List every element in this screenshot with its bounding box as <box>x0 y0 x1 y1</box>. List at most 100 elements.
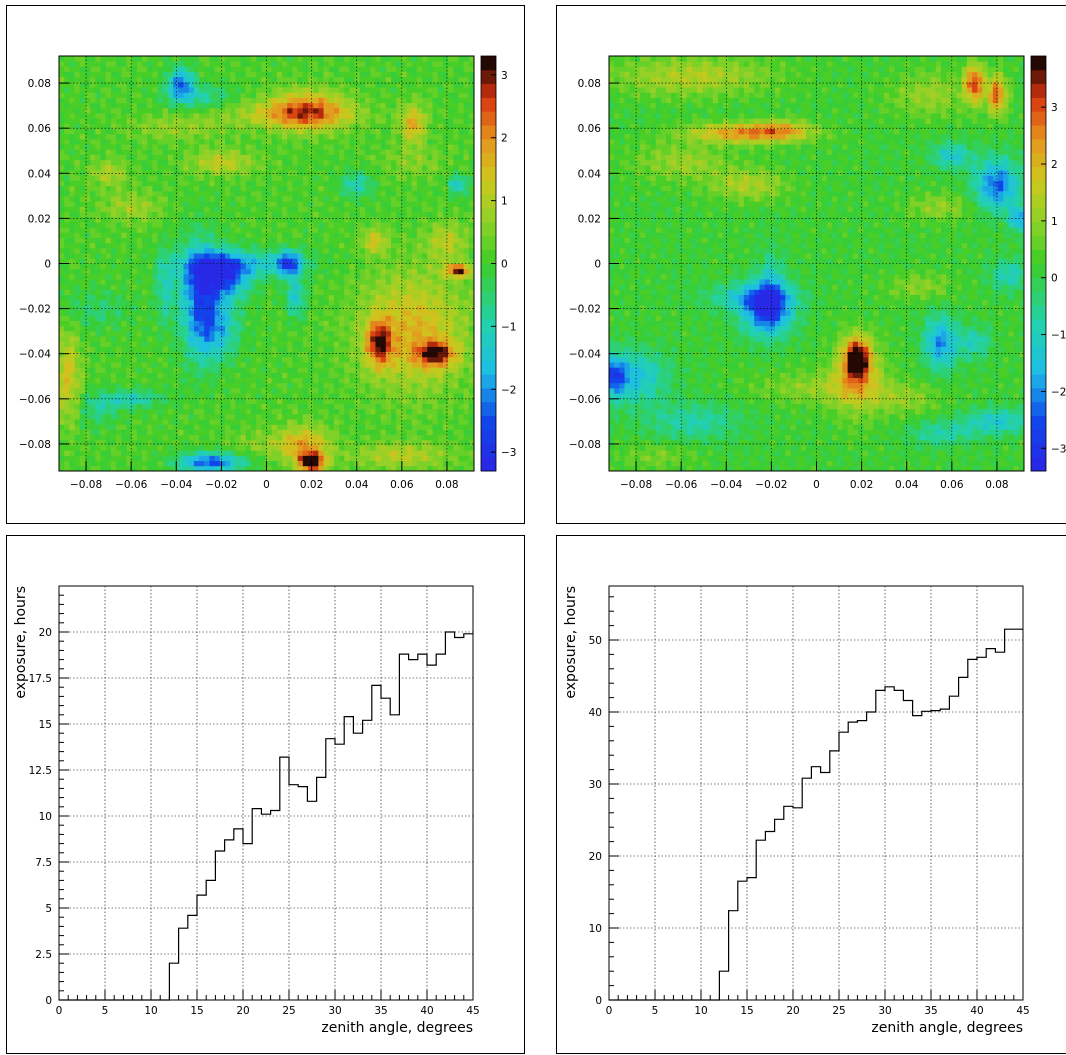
heatmap-cell <box>193 149 200 155</box>
heatmap-cell <box>250 253 257 259</box>
heatmap-cell <box>250 159 257 166</box>
heatmap-cell <box>214 258 221 264</box>
heatmap-cell <box>287 118 293 124</box>
heatmap-cell <box>250 305 257 311</box>
heatmap-cell <box>225 71 231 78</box>
heatmap-cell <box>199 413 205 420</box>
heatmap-cell <box>365 253 371 259</box>
heatmap-cell <box>365 413 371 420</box>
heatmap-cell <box>95 76 101 83</box>
heatmap-cell <box>328 196 335 202</box>
heatmap-cell <box>271 372 278 379</box>
heatmap-cell <box>131 175 138 181</box>
heatmap-cell <box>204 107 210 114</box>
heatmap-cell <box>313 222 319 228</box>
heatmap-cell <box>287 232 293 238</box>
heatmap-cell <box>261 325 267 332</box>
heatmap-cell <box>121 388 127 394</box>
heatmap-cell <box>188 190 195 197</box>
heatmap-cell <box>333 216 340 223</box>
heatmap-cell <box>64 279 70 285</box>
heatmap-cell <box>323 351 330 358</box>
heatmap-cell <box>230 372 236 379</box>
heatmap-cell <box>339 388 345 394</box>
heatmap-cell <box>354 81 361 88</box>
heatmap-cell <box>162 315 169 321</box>
heatmap-cell <box>235 377 241 384</box>
heatmap-cell <box>214 81 221 88</box>
heatmap-cell <box>308 180 314 187</box>
heatmap-cell <box>59 403 65 410</box>
heatmap-cell <box>354 185 361 192</box>
heatmap-cell <box>328 258 335 264</box>
heatmap-cell <box>209 170 216 176</box>
heatmap-cell <box>136 149 143 155</box>
heatmap-cell <box>209 76 216 83</box>
heatmap-cell <box>370 413 376 420</box>
heatmap-cell <box>261 118 267 124</box>
heatmap-cell <box>178 424 184 430</box>
heatmap-cell <box>199 237 205 244</box>
heatmap-cell <box>308 242 314 249</box>
heatmap-cell <box>121 144 127 150</box>
heatmap-cell <box>214 66 221 72</box>
heatmap-cell <box>313 247 319 254</box>
heatmap-cell <box>365 87 371 93</box>
heatmap-cell <box>344 159 350 166</box>
heatmap-cell <box>375 232 382 238</box>
heatmap-cell <box>297 382 304 389</box>
heatmap-cell <box>333 87 340 93</box>
heatmap-cell <box>105 408 112 415</box>
heatmap-cell <box>199 164 205 171</box>
heatmap-cell <box>173 351 179 358</box>
heatmap-cell <box>64 159 70 166</box>
heatmap-cell <box>183 273 190 280</box>
heatmap-cell <box>84 346 91 353</box>
heatmap-cell <box>178 222 184 228</box>
heatmap-cell <box>359 149 366 155</box>
heatmap-cell <box>344 310 350 316</box>
heatmap-cell <box>121 372 127 379</box>
heatmap-cell <box>178 242 184 249</box>
heatmap-cell <box>64 227 70 233</box>
heatmap-cell <box>349 310 356 316</box>
heatmap-cell <box>230 341 236 347</box>
heatmap-cell <box>79 284 86 290</box>
heatmap-cell <box>318 408 324 415</box>
heatmap-cell <box>287 144 293 150</box>
heatmap-cell <box>142 419 148 425</box>
heatmap-cell <box>344 403 350 410</box>
heatmap-cell <box>370 185 376 192</box>
heatmap-cell <box>136 180 143 187</box>
heatmap-cell <box>292 445 299 451</box>
heatmap-cell <box>147 123 153 130</box>
heatmap-cell <box>183 263 190 270</box>
heatmap-cell <box>235 284 241 290</box>
heatmap-cell <box>126 118 133 124</box>
heatmap-cell <box>225 185 231 192</box>
heatmap-cell <box>339 263 345 270</box>
heatmap-cell <box>142 170 148 176</box>
heatmap-cell <box>292 185 299 192</box>
heatmap-cell <box>204 294 210 301</box>
heatmap-cell <box>297 206 304 213</box>
heatmap-cell <box>74 351 81 358</box>
heatmap-cell <box>59 164 65 171</box>
heatmap-cell <box>199 289 205 296</box>
heatmap-cell <box>365 206 371 213</box>
heatmap-cell <box>69 465 75 472</box>
heatmap-cell <box>116 216 122 223</box>
heatmap-cell <box>199 393 205 399</box>
heatmap-cell <box>84 201 91 207</box>
heatmap-cell <box>240 460 247 467</box>
heatmap-cell <box>235 445 241 451</box>
heatmap-cell <box>235 330 241 337</box>
heatmap-cell <box>328 434 335 441</box>
heatmap-cell <box>79 434 86 441</box>
heatmap-cell <box>152 294 158 301</box>
heatmap-cell <box>225 149 231 155</box>
heatmap-cell <box>79 465 86 472</box>
heatmap-cell <box>69 216 75 223</box>
heatmap-cell <box>183 434 190 441</box>
heatmap-cell <box>204 310 210 316</box>
